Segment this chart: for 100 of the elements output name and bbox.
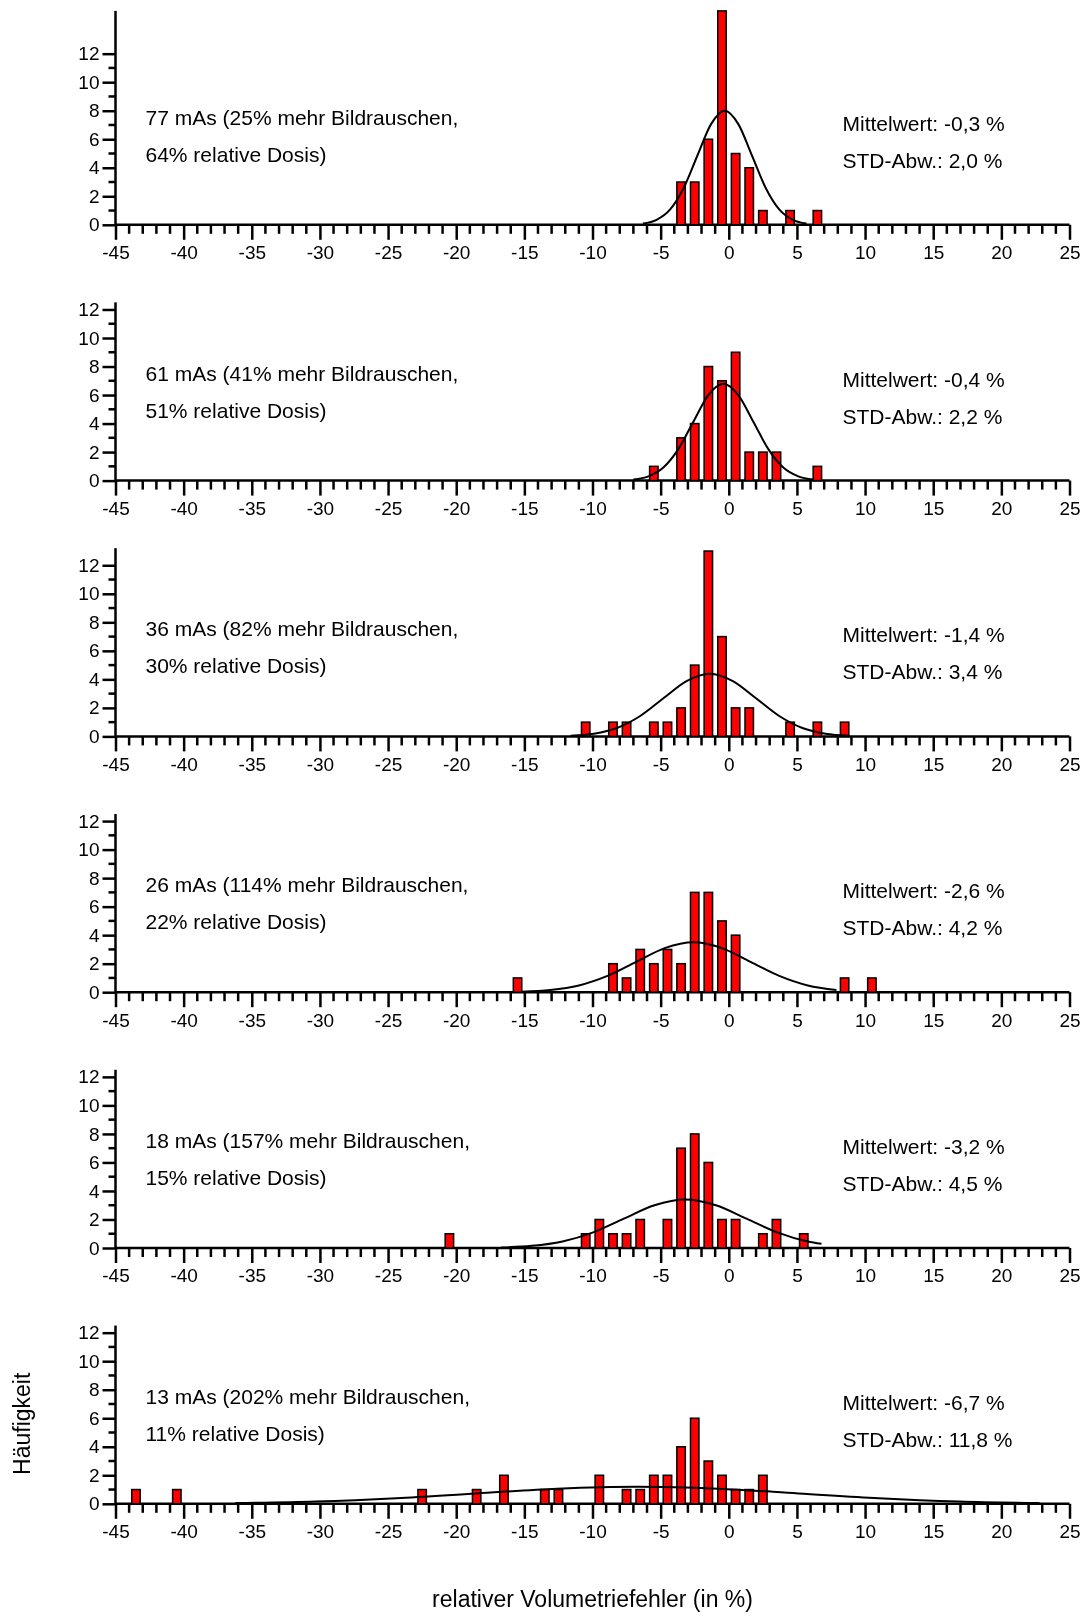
x-tick-label: -25 <box>374 242 403 264</box>
x-tick-label: 20 <box>991 1265 1013 1287</box>
x-tick-label: 20 <box>991 498 1013 520</box>
y-tick-label: 8 <box>88 611 100 633</box>
x-tick-label: -45 <box>102 242 130 264</box>
x-tick-label: -5 <box>652 1265 670 1287</box>
x-tick-label: -25 <box>374 753 403 775</box>
x-tick-label: -15 <box>511 242 539 264</box>
annotation: Mittelwert: -3,2 % <box>842 1135 1005 1158</box>
x-tick-label: -40 <box>170 1521 198 1543</box>
annotation: STD-Abw.: 3,4 % <box>842 660 1003 684</box>
x-tick-label: 10 <box>855 242 877 264</box>
x-tick-label: -25 <box>374 498 403 520</box>
x-tick-label: -40 <box>170 1009 198 1031</box>
y-tick-label: 10 <box>78 327 100 349</box>
y-axis-title: Häufigkeit <box>9 1372 35 1475</box>
x-tick-label: -30 <box>306 498 335 520</box>
annotation: Mittelwert: -0,3 % <box>842 111 1005 135</box>
y-tick-label: 0 <box>88 1237 100 1259</box>
x-tick-label: -20 <box>442 498 471 520</box>
x-tick-label: -45 <box>102 1521 130 1543</box>
x-tick-label: -25 <box>374 1009 403 1031</box>
annotation: 30% relative Dosis) <box>145 654 327 678</box>
x-tick-label: -35 <box>238 242 267 264</box>
y-tick-label: 2 <box>88 1464 100 1486</box>
annotation: 18 mAs (157% mehr Bildrauschen, <box>145 1129 470 1152</box>
x-tick-label: -35 <box>238 1009 267 1031</box>
x-tick-label: -15 <box>511 498 539 520</box>
x-tick-label: -25 <box>374 1521 403 1543</box>
annotation: STD-Abw.: 2,0 % <box>842 148 1003 172</box>
x-tick-label: 20 <box>991 1009 1013 1031</box>
y-tick-label: 12 <box>78 1322 100 1344</box>
x-tick-label: 5 <box>792 753 803 775</box>
y-tick-label: 0 <box>88 981 100 1003</box>
x-tick-label: -30 <box>306 1009 335 1031</box>
y-tick-label: 12 <box>78 1066 100 1088</box>
y-tick-label: 0 <box>88 1493 100 1515</box>
annotation: STD-Abw.: 4,5 % <box>842 1172 1003 1195</box>
x-tick-label: -35 <box>238 753 267 775</box>
annotation: 51% relative Dosis) <box>145 398 327 422</box>
y-tick-label: 8 <box>88 867 100 889</box>
y-tick-label: 10 <box>78 839 100 861</box>
x-tick-label: 15 <box>923 242 945 264</box>
x-tick-label: 25 <box>1059 753 1081 775</box>
x-tick-label: -25 <box>374 1265 403 1287</box>
y-tick-label: 8 <box>88 1123 100 1145</box>
y-tick-label: 8 <box>88 356 100 378</box>
x-tick-label: 5 <box>792 1521 803 1543</box>
x-tick-label: -35 <box>238 1521 267 1543</box>
x-tick-label: -20 <box>442 242 471 264</box>
x-tick-label: -10 <box>579 753 607 775</box>
x-tick-label: 15 <box>923 498 945 520</box>
x-tick-label: -20 <box>442 1265 471 1287</box>
x-tick-label: -20 <box>442 1009 471 1031</box>
y-tick-label: 4 <box>88 668 100 690</box>
x-axis-title: relativer Volumetriefehler (in %) <box>432 1585 753 1612</box>
x-tick-label: -15 <box>511 1009 539 1031</box>
y-tick-label: 0 <box>88 214 100 236</box>
y-tick-label: 12 <box>78 43 100 65</box>
y-tick-label: 0 <box>88 470 100 492</box>
x-tick-label: -30 <box>306 1521 335 1543</box>
y-tick-label: 10 <box>78 71 100 93</box>
x-tick-label: -20 <box>442 1521 471 1543</box>
x-tick-label: -30 <box>306 753 335 775</box>
y-tick-label: 8 <box>88 1379 100 1401</box>
y-tick-label: 4 <box>88 924 100 946</box>
x-tick-label: 0 <box>724 1265 735 1287</box>
x-tick-label: -45 <box>102 1009 130 1031</box>
x-tick-label: -10 <box>579 1521 607 1543</box>
y-tick-label: 10 <box>78 1350 100 1372</box>
x-tick-label: -15 <box>511 1265 539 1287</box>
x-tick-label: 20 <box>991 753 1013 775</box>
y-tick-label: 12 <box>78 299 100 321</box>
x-tick-label: 0 <box>724 1009 735 1031</box>
annotation: 15% relative Dosis) <box>145 1166 327 1189</box>
x-tick-label: -45 <box>102 1265 130 1287</box>
x-tick-label: 25 <box>1059 1009 1081 1031</box>
annotation: 11% relative Dosis) <box>145 1421 325 1445</box>
x-tick-label: 10 <box>855 498 877 520</box>
x-tick-label: -40 <box>170 242 198 264</box>
annotation: Mittelwert: -0,4 % <box>842 367 1005 391</box>
y-tick-label: 8 <box>88 100 100 122</box>
x-tick-label: -40 <box>170 753 198 775</box>
x-tick-label: -20 <box>442 753 471 775</box>
x-tick-label: 5 <box>792 242 803 264</box>
annotation: Mittelwert: -2,6 % <box>842 879 1005 903</box>
annotation: 77 mAs (25% mehr Bildrauschen, <box>145 105 459 129</box>
annotation: Mittelwert: -6,7 % <box>842 1390 1005 1414</box>
x-tick-label: 0 <box>724 498 735 520</box>
x-tick-label: 5 <box>792 498 803 520</box>
x-tick-label: 15 <box>923 1009 945 1031</box>
x-tick-label: -5 <box>652 753 670 775</box>
x-tick-label: -35 <box>238 1265 267 1287</box>
y-tick-label: 10 <box>78 583 100 605</box>
x-tick-label: 0 <box>724 753 735 775</box>
y-tick-label: 6 <box>88 1407 100 1429</box>
x-tick-label: 25 <box>1059 498 1081 520</box>
x-tick-label: -5 <box>652 1009 670 1031</box>
y-tick-label: 6 <box>88 384 100 406</box>
y-tick-label: 2 <box>88 441 100 463</box>
